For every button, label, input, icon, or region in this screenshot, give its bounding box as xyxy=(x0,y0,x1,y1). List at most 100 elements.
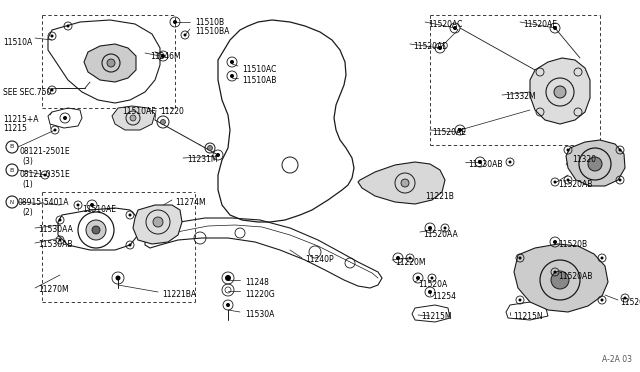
Text: 11215N: 11215N xyxy=(513,312,543,321)
Circle shape xyxy=(92,226,100,234)
Text: 11220: 11220 xyxy=(160,107,184,116)
Text: 11215M: 11215M xyxy=(421,312,451,321)
Circle shape xyxy=(416,276,420,280)
Text: 11510A: 11510A xyxy=(3,38,32,47)
Text: 11530A: 11530A xyxy=(245,310,275,319)
Text: 11520AB: 11520AB xyxy=(558,272,593,281)
Text: SEE SEC.750: SEE SEC.750 xyxy=(3,88,51,97)
Circle shape xyxy=(600,257,604,260)
Circle shape xyxy=(51,89,54,92)
Circle shape xyxy=(551,271,569,289)
Circle shape xyxy=(129,214,131,217)
Circle shape xyxy=(518,257,522,260)
Circle shape xyxy=(554,270,557,273)
Circle shape xyxy=(431,276,433,279)
Circle shape xyxy=(230,74,234,78)
Circle shape xyxy=(173,20,177,24)
Circle shape xyxy=(396,256,400,260)
Circle shape xyxy=(107,59,115,67)
Circle shape xyxy=(54,128,56,131)
Polygon shape xyxy=(84,44,136,82)
Circle shape xyxy=(554,86,566,98)
Circle shape xyxy=(453,26,457,30)
Text: 11520AA: 11520AA xyxy=(423,230,458,239)
Text: 11520A: 11520A xyxy=(418,280,447,289)
Circle shape xyxy=(554,180,557,183)
Circle shape xyxy=(77,203,79,206)
Polygon shape xyxy=(530,58,590,124)
Text: 11332M: 11332M xyxy=(505,92,536,101)
Text: 11510BA: 11510BA xyxy=(195,27,229,36)
Circle shape xyxy=(428,226,432,230)
Circle shape xyxy=(161,119,166,125)
Text: (1): (1) xyxy=(22,180,33,189)
Text: 11520B: 11520B xyxy=(558,240,587,249)
Text: B: B xyxy=(10,144,14,150)
Text: 11520AC: 11520AC xyxy=(428,20,462,29)
Text: 11510B: 11510B xyxy=(195,18,224,27)
Circle shape xyxy=(588,157,602,171)
Text: 11520AD: 11520AD xyxy=(413,42,448,51)
Circle shape xyxy=(51,35,54,38)
Circle shape xyxy=(566,179,570,182)
Text: 11320: 11320 xyxy=(572,155,596,164)
Text: B: B xyxy=(10,167,14,173)
Text: 11510AC: 11510AC xyxy=(242,65,276,74)
Text: 11510AE: 11510AE xyxy=(82,205,116,214)
Circle shape xyxy=(618,179,621,182)
Circle shape xyxy=(600,298,604,301)
Circle shape xyxy=(566,148,570,151)
Text: 11246M: 11246M xyxy=(150,52,180,61)
Circle shape xyxy=(401,179,409,187)
Text: 08121-0351E: 08121-0351E xyxy=(20,170,71,179)
Text: 11248: 11248 xyxy=(245,278,269,287)
Text: 08121-2501E: 08121-2501E xyxy=(20,147,70,156)
Circle shape xyxy=(58,218,61,221)
Circle shape xyxy=(129,244,131,247)
Circle shape xyxy=(478,160,482,164)
Text: 11520AE: 11520AE xyxy=(432,128,466,137)
Circle shape xyxy=(67,25,70,28)
Text: 08915-5401A: 08915-5401A xyxy=(18,198,70,207)
Text: 11520AB: 11520AB xyxy=(620,298,640,307)
Text: 11530AB: 11530AB xyxy=(38,240,72,249)
Text: 11220M: 11220M xyxy=(395,258,426,267)
Text: (2): (2) xyxy=(22,208,33,217)
Text: (3): (3) xyxy=(22,157,33,166)
Polygon shape xyxy=(566,140,625,186)
Circle shape xyxy=(58,238,61,241)
Circle shape xyxy=(618,148,621,151)
Circle shape xyxy=(207,145,212,151)
Circle shape xyxy=(509,160,511,164)
Circle shape xyxy=(623,296,627,299)
Circle shape xyxy=(408,257,412,260)
Text: 11221BA: 11221BA xyxy=(162,290,196,299)
Circle shape xyxy=(130,115,136,121)
Polygon shape xyxy=(358,162,445,204)
Circle shape xyxy=(225,275,231,281)
Text: N: N xyxy=(10,199,14,205)
Circle shape xyxy=(230,60,234,64)
Text: 11530AA: 11530AA xyxy=(38,225,73,234)
Circle shape xyxy=(438,46,442,50)
Circle shape xyxy=(63,116,67,120)
Circle shape xyxy=(161,54,165,58)
Circle shape xyxy=(553,240,557,244)
Polygon shape xyxy=(112,106,155,130)
Text: 11221B: 11221B xyxy=(425,192,454,201)
Circle shape xyxy=(184,33,186,36)
Text: 11215+A: 11215+A xyxy=(3,115,38,124)
Text: 11274M: 11274M xyxy=(175,198,205,207)
Text: 11510AF: 11510AF xyxy=(122,107,156,116)
Circle shape xyxy=(553,26,557,30)
Circle shape xyxy=(153,217,163,227)
Text: 11240P: 11240P xyxy=(305,255,333,264)
Circle shape xyxy=(216,153,220,157)
Circle shape xyxy=(115,276,120,280)
Circle shape xyxy=(518,298,522,301)
Text: 11520AE: 11520AE xyxy=(523,20,557,29)
Circle shape xyxy=(428,290,432,294)
Circle shape xyxy=(86,220,106,240)
Text: 11530AB: 11530AB xyxy=(468,160,502,169)
Polygon shape xyxy=(514,244,608,312)
